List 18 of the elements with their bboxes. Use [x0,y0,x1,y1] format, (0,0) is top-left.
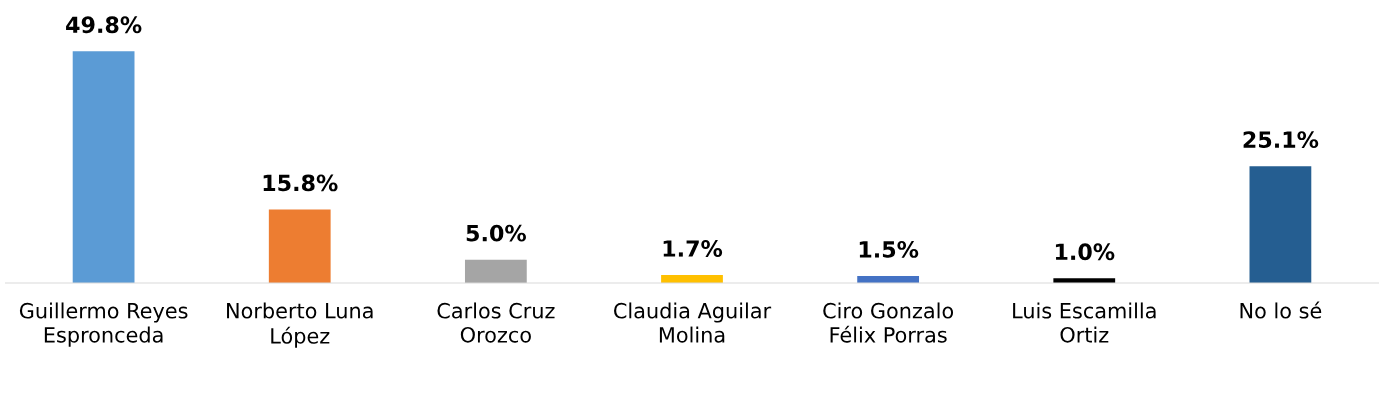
x-tick-label: Carlos Cruz Orozco [437,302,555,343]
data-label: 5.0% [466,224,526,242]
bar [1249,166,1312,284]
bar [72,51,135,284]
bar [268,209,331,284]
x-tick-label: Ciro Gonzalo Félix Porras [823,302,954,343]
data-label: 1.7% [663,240,723,257]
x-tick-label: Claudia Aguilar Molina [614,302,772,343]
bar [464,259,527,284]
data-label: 49.8% [66,16,142,34]
data-label: 25.1% [1243,131,1319,149]
x-tick-label: Norberto Luna López [227,302,373,348]
data-label: 1.5% [859,241,919,258]
x-tick-label: No lo sé [1240,301,1322,319]
data-label: 15.8% [263,174,338,192]
x-tick-label: Guillermo Reyes Espronceda [19,302,188,347]
x-tick-label: Luis Escamilla Ortiz [1013,302,1156,343]
data-label: 1.0% [1055,243,1115,261]
